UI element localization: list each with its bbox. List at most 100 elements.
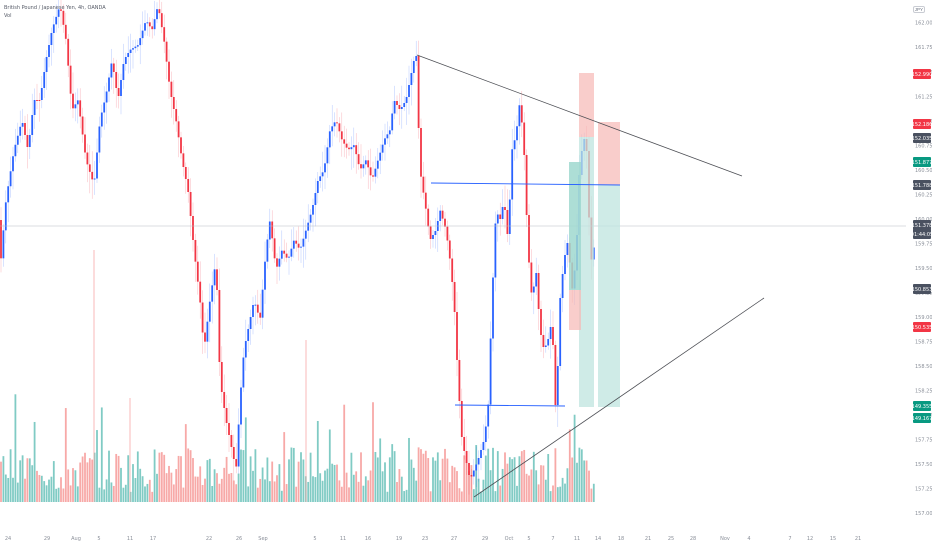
volume-bar-227: [544, 479, 547, 502]
volume-bar-220: [528, 475, 530, 502]
price-badge-5: [913, 220, 931, 230]
candle-body-100: [240, 387, 242, 425]
x-tick-label-22: 21: [645, 536, 651, 542]
candle-body-127: [304, 230, 307, 239]
candle-body-60: [144, 23, 146, 31]
volume-bar-29: [69, 485, 72, 502]
y-tick-label-10: 159.500: [915, 266, 932, 272]
volume-bar-125: [300, 452, 302, 502]
volume-bar-115: [276, 475, 278, 502]
volume-bar-175: [420, 449, 422, 502]
volume-bar-14: [33, 421, 36, 502]
volume-bar-77: [184, 424, 187, 502]
volume-bar-113: [271, 461, 274, 502]
long-position-loss-zone: [569, 290, 581, 330]
volume-bar-135: [324, 470, 326, 502]
candle-body-207: [496, 214, 499, 224]
time-axis[interactable]: 24 29 Aug 5 11 17 22 26 Sep 5 11 16 19 23 27 29 Oct 5 7 11 1…: [5, 536, 861, 542]
candle-body-132: [316, 181, 319, 193]
volume-bar-124: [297, 461, 300, 502]
volume-bar-121: [290, 447, 293, 502]
candle-body-141: [338, 123, 341, 132]
y-tick-label-18: 157.500: [915, 462, 932, 468]
volume-bar-39: [93, 452, 96, 502]
symbol-title: British Pound / Japanese Yen, 4h, OANDA: [4, 5, 106, 11]
volume-bar-5: [12, 477, 14, 502]
volume-bar-181: [434, 460, 437, 502]
volume-bar-241: [578, 447, 581, 502]
volume-bar-173: [415, 480, 418, 502]
volume-bar-161: [386, 491, 389, 502]
x-tick-label-7: 26: [236, 536, 242, 542]
volume-bar-91: [218, 483, 221, 502]
price-badge-text-9: 149.355: [912, 404, 932, 410]
currency-label[interactable]: JPY: [912, 6, 925, 13]
candle-body-15: [36, 100, 38, 101]
price-badge-6: [913, 229, 931, 239]
volume-bar-224: [537, 484, 540, 502]
x-tick-label-17: 5: [527, 536, 530, 542]
candle-body-57: [136, 45, 139, 47]
candle-body-49: [117, 88, 120, 96]
x-tick-label-12: 19: [396, 536, 402, 542]
candle-body-179: [429, 226, 432, 239]
candle-body-163: [391, 113, 394, 131]
volume-bar-107: [256, 487, 259, 502]
candle-body-202: [484, 426, 487, 442]
candle-body-177: [424, 192, 427, 209]
volume-bar-30: [72, 468, 74, 502]
price-axis[interactable]: 162.000161.750161.500161.250161.000160.7…: [915, 21, 932, 517]
volume-bar-65: [156, 473, 158, 502]
volume-bar-157: [376, 457, 379, 502]
y-tick-label-0: 162.000: [915, 21, 932, 27]
volume-bar-226: [542, 465, 545, 502]
candle-body-2: [4, 202, 7, 231]
volume-bar-229: [549, 491, 552, 502]
volume-bar-171: [410, 459, 413, 502]
candle-body-43: [103, 102, 106, 113]
candle-body-138: [331, 126, 334, 132]
y-tick-label-8: 160.000: [915, 217, 932, 223]
volume-bar-95: [228, 473, 230, 502]
volume-bar-57: [136, 451, 139, 502]
price-badge-text-5: 151.378: [912, 223, 932, 229]
volume-bar-123: [295, 486, 298, 502]
volume-bar-22: [52, 461, 55, 502]
x-tick-label-10: 11: [340, 536, 346, 542]
candle-body-72: [172, 97, 175, 109]
candle-body-116: [278, 258, 281, 267]
volume-bar-75: [180, 456, 182, 502]
volume-bar-98: [235, 484, 238, 502]
candle-body-11: [26, 135, 29, 147]
volume-bar-235: [564, 483, 566, 502]
candle-body-107: [256, 304, 259, 313]
volume-bar-1: [2, 456, 5, 502]
candle-body-174: [417, 56, 420, 128]
volume-bar-43: [103, 489, 106, 502]
candle-body-108: [259, 312, 262, 318]
volume-bar-232: [556, 487, 559, 502]
candle-body-84: [201, 302, 204, 333]
volume-bar-66: [158, 452, 161, 502]
candle-body-124: [297, 243, 300, 248]
candle-body-164: [393, 101, 396, 114]
volume-bar-150: [360, 452, 362, 502]
volume-bar-203: [487, 448, 490, 502]
candle-body-156: [374, 168, 377, 177]
volume-bar-103: [247, 486, 250, 502]
volume-bar-25: [60, 477, 62, 502]
volume-bar-189: [453, 467, 456, 502]
candle-body-29: [69, 65, 72, 94]
candle-body-155: [372, 175, 374, 177]
candle-body-152: [364, 160, 367, 165]
candle-body-168: [403, 103, 406, 107]
volume-bar-114: [273, 481, 276, 502]
candle-body-128: [307, 222, 310, 231]
candle-body-42: [100, 112, 103, 127]
candle-body-65: [156, 9, 158, 20]
candle-body-30: [72, 93, 74, 109]
volume-bar-96: [230, 473, 233, 502]
volume-bar-126: [302, 459, 305, 502]
